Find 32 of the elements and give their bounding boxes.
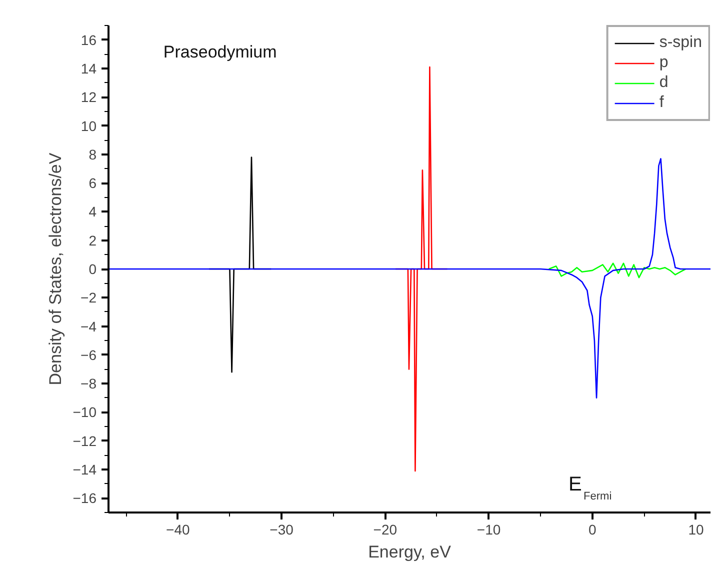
y-tick-label: −10 <box>72 404 97 420</box>
y-tick-label: −14 <box>72 462 97 478</box>
x-tick-label: 0 <box>588 522 596 538</box>
legend-label: s-spin <box>659 34 702 52</box>
y-tick-label: −12 <box>72 432 97 449</box>
x-tick-label: −30 <box>270 522 294 538</box>
legend-label: d <box>659 74 670 92</box>
annotation: Praseodymium <box>163 42 277 62</box>
x-tick-label: 10 <box>688 522 704 538</box>
y-tick-label: 12 <box>80 89 97 106</box>
y-tick-label: 2 <box>88 232 97 248</box>
legend-label: f <box>659 94 665 112</box>
y-tick-label: 10 <box>80 118 97 134</box>
y-tick-label: −6 <box>80 346 97 363</box>
legend-label: p <box>659 54 670 72</box>
y-tick-label: −16 <box>72 490 97 506</box>
y-axis-title: Density of States, electrons/eV <box>46 152 65 386</box>
y-tick-label: 6 <box>88 175 97 192</box>
line-series <box>108 158 710 399</box>
y-tick-label: 0 <box>88 261 97 277</box>
y-tick-label: −8 <box>80 376 97 392</box>
line-series <box>548 262 686 278</box>
x-axis-title: Energy, eV <box>368 542 452 562</box>
y-tick-label: 16 <box>80 32 97 48</box>
y-tick-label: −2 <box>80 290 97 306</box>
x-tick-label: −10 <box>476 522 501 538</box>
y-tick-label: 14 <box>80 60 97 76</box>
y-tick-label: −4 <box>80 318 97 334</box>
x-tick-label: −20 <box>373 522 398 538</box>
x-tick-label: −40 <box>166 522 190 538</box>
y-tick-label: 4 <box>88 204 97 220</box>
y-tick-label: 8 <box>88 146 97 162</box>
